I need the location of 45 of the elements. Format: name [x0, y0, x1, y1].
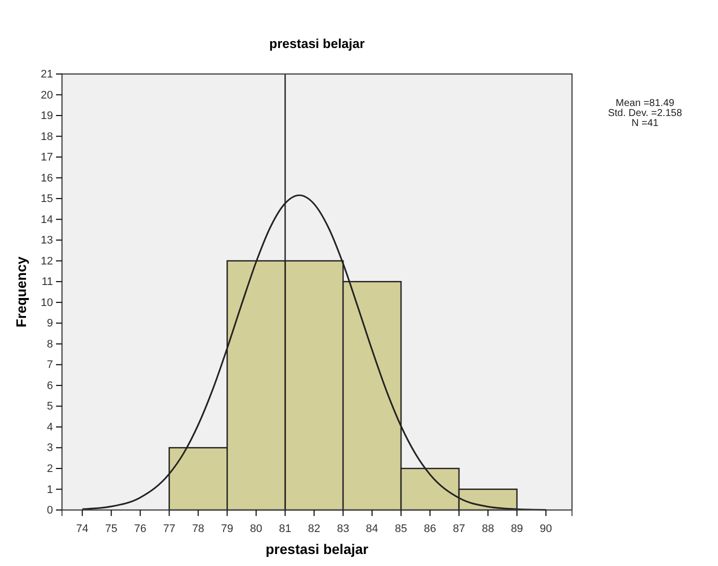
y-tick-label: 20	[40, 89, 53, 102]
x-tick-label: 80	[250, 523, 262, 536]
y-tick-label: 12	[40, 255, 53, 268]
x-tick-label: 86	[424, 523, 436, 536]
x-tick-label: 87	[452, 523, 466, 536]
x-tick-label: 77	[163, 523, 176, 536]
y-tick-label: 9	[46, 318, 53, 330]
y-tick-label: 17	[40, 152, 53, 164]
x-tick-label: 88	[482, 523, 494, 536]
text: N =41	[632, 118, 659, 129]
x-tick-label: 81	[279, 523, 292, 536]
y-tick-label: 18	[40, 130, 53, 143]
y-axis-title: Frequency	[13, 256, 29, 328]
y-tick-label: 13	[40, 234, 53, 247]
y-tick-label: 14	[40, 214, 53, 226]
x-tick-label: 90	[540, 523, 552, 536]
x-tick-label: 78	[192, 523, 204, 536]
y-tick-label: 5	[46, 400, 53, 413]
x-axis-title: prestasi belajar	[266, 541, 369, 557]
x-tick-label: 75	[105, 523, 118, 536]
x-tick-label: 74	[76, 523, 88, 536]
text: Mean =81.49	[616, 98, 675, 109]
y-tick-label: 19	[40, 110, 53, 122]
x-tick-label: 83	[336, 523, 350, 536]
x-tick-label: 85	[394, 523, 408, 536]
y-tick-label: 0	[46, 504, 53, 517]
x-tick-label: 89	[510, 523, 524, 536]
y-tick-label: 3	[46, 442, 53, 454]
y-tick-label: 4	[46, 421, 53, 434]
x-tick-label: 84	[366, 523, 378, 536]
x-tick-label: 82	[308, 523, 320, 536]
y-tick-label: 11	[42, 276, 53, 288]
y-tick-label: 7	[46, 359, 53, 372]
chart-title: prestasi belajar	[269, 36, 365, 51]
y-tick-label: 1	[46, 484, 53, 496]
y-tick-label: 10	[40, 296, 53, 309]
x-tick-label: 79	[221, 523, 234, 536]
x-tick-label: 76	[134, 523, 146, 536]
y-tick-label: 8	[46, 338, 53, 350]
y-tick-label: 2	[46, 462, 53, 475]
y-tick-label: 16	[40, 172, 53, 184]
y-tick-label: 21	[40, 68, 53, 81]
text: Std. Dev. =2.158	[608, 108, 682, 119]
y-tick-label: 6	[46, 380, 53, 392]
y-tick-label: 15	[40, 193, 53, 206]
